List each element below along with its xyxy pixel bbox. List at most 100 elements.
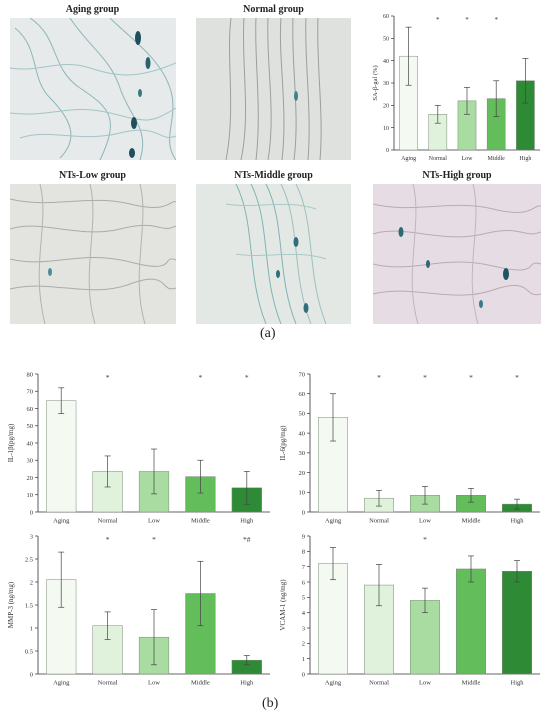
x-tick-label: High (240, 680, 254, 687)
significance-marker: * (152, 535, 156, 544)
x-tick-label: Low (148, 680, 160, 687)
y-axis-label: SA-β-gal (%) (372, 65, 379, 100)
bar (318, 563, 348, 675)
chart-vcam-1: 0 1 2 3 4 5 6 7 8 9 VCAM-1 (ng/mg) Aging Normal Low * M… (279, 533, 540, 687)
x-tick-label: High (240, 518, 254, 525)
y-tick-label: 1 (30, 625, 33, 632)
x-tick-label: Middle (191, 518, 210, 525)
y-tick-label: 60 (27, 406, 34, 413)
y-tick-label: 40 (383, 59, 389, 65)
x-tick-label: High (511, 680, 525, 687)
y-tick-label: 2 (302, 641, 305, 648)
micrograph-title: NTs-Middle group (234, 170, 313, 181)
x-tick-label: Low (419, 518, 431, 525)
x-tick-label: Aging (401, 156, 416, 162)
x-tick-label: Middle (191, 680, 210, 687)
y-tick-label: 4 (302, 610, 306, 617)
y-tick-label: 0.5 (25, 648, 33, 655)
micrograph-nts-high (373, 184, 541, 324)
y-axis-label: IL-6(pg/mg) (279, 425, 287, 461)
significance-marker: * (423, 535, 427, 544)
y-tick-label: 60 (383, 14, 389, 20)
y-axis-label: VCAM-1 (ng/mg) (279, 579, 287, 631)
x-tick-label: Normal (98, 518, 118, 525)
x-tick-label: Low (419, 680, 431, 687)
y-tick-label: 30 (27, 458, 34, 465)
y-tick-label: 20 (383, 103, 389, 109)
x-tick-label: Low (148, 518, 160, 525)
x-tick-label: Normal (429, 156, 448, 162)
y-tick-label: 40 (27, 440, 34, 447)
bar (456, 568, 486, 675)
significance-marker: * (436, 16, 440, 24)
x-tick-label: Normal (98, 680, 118, 687)
y-tick-label: 50 (383, 36, 389, 42)
significance-marker: * (106, 535, 110, 544)
significance-marker: * (106, 373, 110, 382)
caption-b: (b) (262, 696, 279, 711)
x-tick-label: High (519, 156, 531, 162)
chart-il-6: 0 10 20 30 40 50 60 70 IL-6(pg/mg) Aging Normal * Lo… (279, 371, 540, 525)
x-tick-label: High (511, 518, 525, 525)
y-tick-label: 80 (27, 371, 34, 378)
y-tick-label: 10 (299, 490, 306, 497)
x-tick-label: Aging (53, 518, 70, 525)
y-tick-label: 6 (302, 579, 306, 586)
bar (46, 400, 77, 513)
significance-marker: * (423, 373, 427, 382)
y-tick-label: 1 (302, 656, 305, 663)
significance-marker: * (494, 16, 498, 24)
micrograph-title: Aging group (65, 4, 120, 15)
y-axis-label: MMP-3 (ng/mg) (7, 581, 15, 628)
micrograph-title: NTs-High group (422, 170, 492, 181)
caption-a: (a) (260, 326, 276, 341)
y-tick-label: 0 (30, 509, 33, 516)
y-tick-label: 50 (27, 423, 34, 430)
y-tick-label: 3 (30, 533, 33, 540)
y-tick-label: 5 (302, 595, 305, 602)
y-tick-label: 9 (302, 533, 305, 540)
y-tick-label: 20 (299, 470, 306, 477)
y-tick-label: 7 (302, 564, 306, 571)
x-tick-label: Aging (325, 680, 342, 687)
y-tick-label: 2.5 (25, 556, 33, 563)
y-tick-label: 70 (27, 389, 34, 396)
y-tick-label: 30 (383, 81, 389, 87)
y-tick-label: 0 (30, 671, 33, 678)
x-tick-label: Normal (369, 518, 389, 525)
y-tick-label: 0 (386, 148, 389, 154)
chart-sa-beta-gal: 0 10 20 30 40 50 60 SA-β-gal (%) Aging Normal * Low… (372, 14, 540, 162)
x-tick-label: Middle (488, 156, 506, 162)
significance-marker: * (465, 16, 469, 24)
y-tick-label: 0 (302, 509, 305, 516)
y-axis-label: IL-1β(pg/mg) (7, 423, 15, 462)
micrograph-normal (196, 18, 351, 160)
significance-marker: * (469, 373, 473, 382)
y-tick-label: 0 (302, 671, 305, 678)
y-tick-label: 3 (302, 625, 305, 632)
y-tick-label: 40 (299, 430, 306, 437)
chart-mmp-3: 0 0.5 1 1.5 2 2.5 3 MMP-3 (ng/mg) Aging Normal * Lo… (7, 533, 270, 687)
y-tick-label: 20 (27, 475, 34, 482)
micrograph-aging (10, 18, 176, 160)
x-tick-label: Middle (462, 680, 481, 687)
y-tick-label: 2 (30, 579, 33, 586)
micrograph-title: Normal group (243, 4, 304, 15)
y-tick-label: 1.5 (25, 602, 33, 609)
y-tick-label: 30 (299, 450, 306, 457)
x-tick-label: Aging (325, 518, 342, 525)
x-tick-label: Middle (462, 518, 481, 525)
y-tick-label: 50 (299, 411, 306, 418)
chart-il-1b: 0 10 20 30 40 50 60 70 80 IL-1β(pg/mg) Aging Normal… (7, 371, 270, 525)
y-tick-label: 8 (302, 549, 305, 556)
y-tick-label: 60 (299, 391, 306, 398)
x-tick-label: Low (462, 156, 474, 162)
y-tick-label: 70 (299, 371, 306, 378)
significance-marker: * (377, 373, 381, 382)
micrograph-nts-low (10, 184, 176, 324)
y-tick-label: 10 (27, 492, 34, 499)
significance-marker: * (515, 373, 519, 382)
bar (502, 571, 532, 675)
x-tick-label: Aging (53, 680, 70, 687)
significance-marker: * (199, 373, 203, 382)
